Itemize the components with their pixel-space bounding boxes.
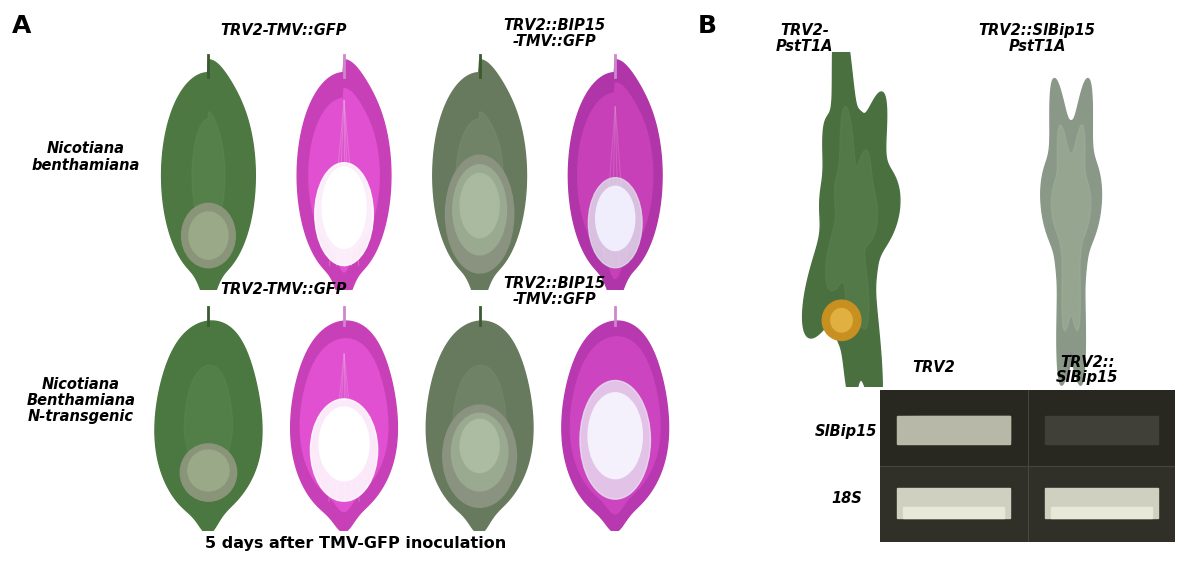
Polygon shape [457,112,503,246]
Ellipse shape [452,413,508,491]
Text: TRV2::: TRV2:: [1060,355,1115,370]
Ellipse shape [589,178,642,267]
Ellipse shape [446,155,514,273]
Ellipse shape [831,309,852,332]
Text: Nicotiana: Nicotiana [46,141,125,156]
Text: -TMV::GFP: -TMV::GFP [513,292,596,307]
Polygon shape [291,321,397,532]
Text: TRV2::BIP15: TRV2::BIP15 [503,18,606,33]
Text: 5 days after TMV-GFP inoculation: 5 days after TMV-GFP inoculation [205,536,505,551]
Text: SlBip15: SlBip15 [1056,370,1118,385]
Text: B: B [697,14,716,38]
Polygon shape [578,83,653,278]
Polygon shape [561,321,669,532]
Polygon shape [185,365,232,482]
Polygon shape [453,365,507,482]
Polygon shape [802,5,900,414]
Text: TRV2::BIP15: TRV2::BIP15 [503,276,606,290]
Ellipse shape [315,162,373,266]
Ellipse shape [310,399,378,501]
Text: TRV2: TRV2 [912,360,955,375]
FancyBboxPatch shape [904,416,1010,442]
Text: N-transgenic: N-transgenic [29,409,134,424]
Text: TRV2-TMV::GFP: TRV2-TMV::GFP [221,23,347,38]
Text: -TMV::GFP: -TMV::GFP [513,34,596,49]
Ellipse shape [181,203,235,267]
Text: Benthamiana: Benthamiana [26,393,136,408]
FancyBboxPatch shape [880,466,1175,542]
Text: PstT1A: PstT1A [1008,39,1066,54]
Text: A: A [12,14,31,38]
Ellipse shape [322,167,366,249]
FancyBboxPatch shape [1051,507,1151,518]
Text: TRV2-TMV::GFP: TRV2-TMV::GFP [221,282,347,297]
FancyBboxPatch shape [904,507,1004,518]
FancyBboxPatch shape [908,416,1010,441]
Text: PstT1A: PstT1A [776,39,833,54]
Polygon shape [427,321,533,534]
Ellipse shape [180,444,237,501]
Text: TRV2::SlBip15: TRV2::SlBip15 [979,23,1095,38]
Ellipse shape [596,186,635,251]
Ellipse shape [188,450,229,491]
Ellipse shape [460,173,499,238]
FancyBboxPatch shape [898,416,1010,444]
FancyBboxPatch shape [1045,416,1157,444]
Ellipse shape [188,212,228,259]
FancyBboxPatch shape [914,416,1010,440]
Polygon shape [1041,79,1101,385]
Text: SlBip15: SlBip15 [815,424,877,439]
Text: Nicotiana: Nicotiana [42,377,120,392]
Ellipse shape [822,300,861,340]
Polygon shape [309,89,379,272]
Polygon shape [297,60,391,304]
FancyBboxPatch shape [880,390,1175,466]
Polygon shape [300,339,387,511]
Polygon shape [162,60,255,304]
Text: benthamiana: benthamiana [32,158,139,173]
Ellipse shape [453,165,507,255]
Polygon shape [433,60,527,304]
FancyBboxPatch shape [898,416,1010,444]
Text: 18S: 18S [831,491,862,506]
Polygon shape [571,337,660,514]
Ellipse shape [460,420,499,472]
Ellipse shape [442,405,516,507]
Polygon shape [826,106,877,329]
FancyBboxPatch shape [920,416,1010,438]
Polygon shape [569,60,662,304]
Polygon shape [155,321,262,534]
Polygon shape [1051,125,1091,331]
Ellipse shape [319,407,370,481]
Text: TRV2-: TRV2- [780,23,830,38]
Ellipse shape [588,393,642,479]
Ellipse shape [581,381,651,499]
FancyBboxPatch shape [898,488,1010,518]
Polygon shape [192,112,225,246]
FancyBboxPatch shape [1045,488,1157,518]
